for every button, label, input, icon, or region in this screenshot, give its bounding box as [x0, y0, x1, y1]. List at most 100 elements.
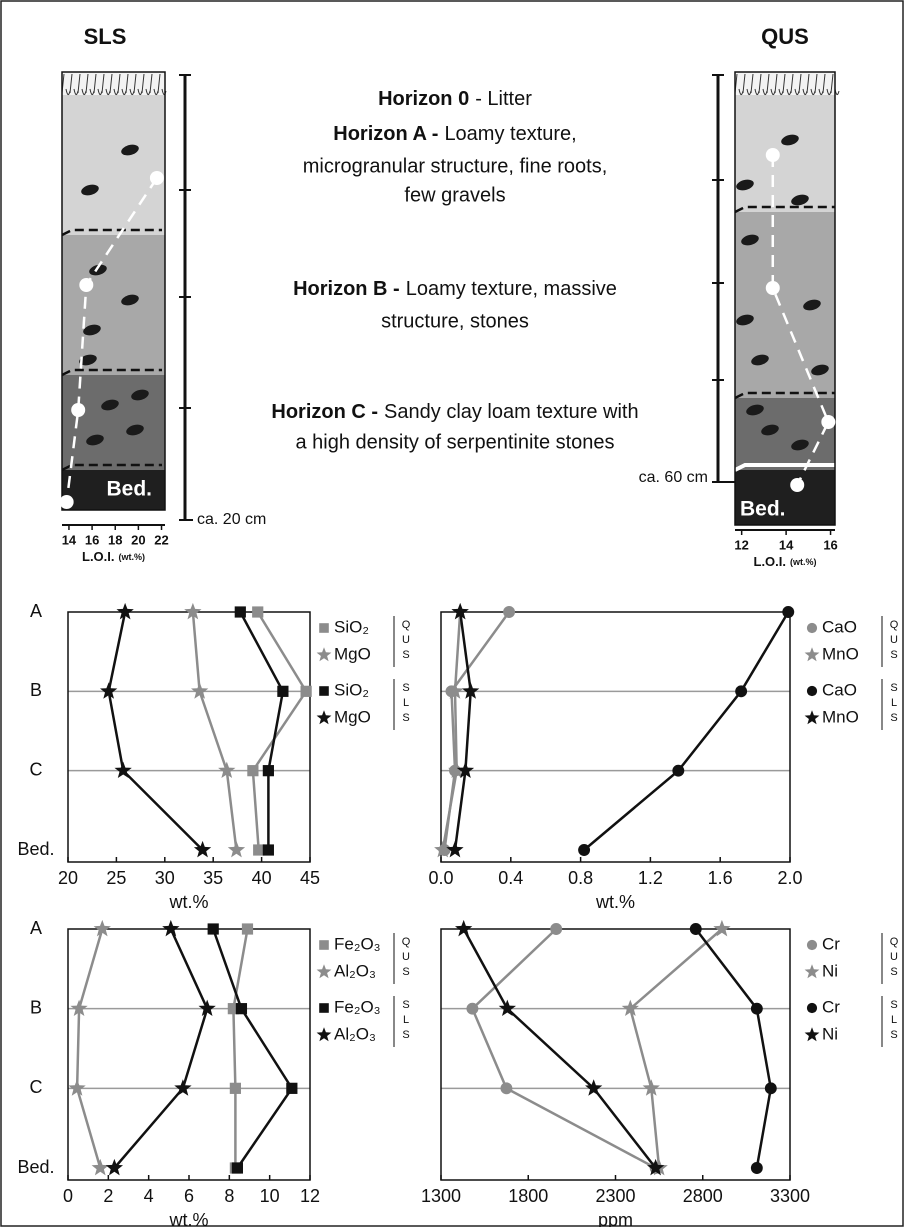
legend-group-letter: S: [402, 712, 409, 724]
horizon-description: Horizon 0- Litter: [378, 88, 532, 110]
y-category-label: A: [30, 601, 42, 621]
data-point: [503, 606, 515, 618]
loi-axis-unit: (wt.%): [790, 557, 817, 567]
loi-tick-label: 12: [734, 537, 748, 552]
horizon-text: structure, stones: [381, 310, 529, 332]
data-point: [208, 923, 219, 934]
legend-label: SiO₂: [334, 680, 369, 699]
data-point: [578, 844, 590, 856]
x-tick-label: 2.0: [777, 868, 802, 888]
loi-point: [71, 403, 85, 417]
data-point: [263, 765, 274, 776]
horizon-description: Horizon C - Sandy clay loam texture with: [271, 401, 638, 423]
legend-label: MnO: [822, 707, 859, 726]
horizon-text: Loamy texture,: [444, 123, 576, 145]
legend-group-letter: Q: [890, 619, 899, 631]
loi-tick-label: 22: [154, 532, 168, 547]
x-tick-label: 1800: [508, 1186, 548, 1206]
y-category-label: C: [30, 1077, 43, 1097]
loi-tick-label: 14: [62, 532, 77, 547]
horizon-text: Sandy clay loam texture with: [384, 401, 639, 423]
loi-axis-unit: (wt.%): [119, 552, 146, 562]
legend-group-letter: L: [891, 697, 897, 709]
horizon-layer: [62, 235, 165, 375]
data-point: [253, 844, 264, 855]
legend-label: MgO: [334, 707, 371, 726]
x-tick-label: 30: [155, 868, 175, 888]
legend-label: Fe₂O₃: [334, 997, 381, 1016]
x-tick-label: 25: [106, 868, 126, 888]
legend-marker: [807, 686, 817, 696]
data-point: [751, 1162, 763, 1174]
loi-tick-label: 20: [131, 532, 145, 547]
x-tick-label: 0: [63, 1186, 73, 1206]
legend-group-letter: S: [402, 966, 409, 978]
x-tick-label: 12: [300, 1186, 320, 1206]
loi-tick-label: 14: [779, 537, 794, 552]
data-point: [247, 765, 258, 776]
horizon-heading: Horizon B -: [293, 278, 400, 300]
data-point: [301, 686, 312, 697]
legend-label: SiO₂: [334, 617, 369, 636]
loi-axis-label: L.O.I.(wt.%): [754, 554, 817, 569]
data-point: [672, 765, 684, 777]
x-tick-label: 2300: [595, 1186, 635, 1206]
legend-label: Fe₂O₃: [334, 934, 381, 953]
x-tick-label: 45: [300, 868, 320, 888]
x-tick-label: 2800: [683, 1186, 723, 1206]
x-tick-label: 8: [224, 1186, 234, 1206]
data-point: [236, 1003, 247, 1014]
data-point: [782, 606, 794, 618]
legend-group-letter: L: [403, 697, 409, 709]
y-category-label: C: [30, 759, 43, 779]
x-tick-label: 3300: [770, 1186, 810, 1206]
legend-marker: [319, 623, 329, 633]
data-point: [690, 923, 702, 935]
legend-group-letter: S: [890, 999, 897, 1011]
x-tick-label: 6: [184, 1186, 194, 1206]
legend-marker: [319, 686, 329, 696]
legend-label: Ni: [822, 1024, 838, 1043]
horizon-description: Horizon B -Loamy texture, massive: [293, 278, 617, 300]
data-point: [230, 1083, 241, 1094]
legend-group-letter: L: [891, 1014, 897, 1026]
horizon-layer: [62, 95, 165, 235]
data-point: [277, 686, 288, 697]
horizon-heading: Horizon 0: [378, 88, 469, 110]
x-tick-label: 20: [58, 868, 78, 888]
bedrock-label: Bed.: [740, 498, 786, 521]
legend-marker: [807, 940, 817, 950]
x-axis-label: wt.%: [595, 892, 635, 912]
profile-title: QUS: [761, 24, 809, 49]
legend-group-letter: S: [402, 682, 409, 694]
x-axis-label: wt.%: [168, 1210, 208, 1227]
loi-point: [790, 478, 804, 492]
x-tick-label: 0.8: [568, 868, 593, 888]
loi-point: [60, 495, 74, 509]
horizon-heading: Horizon C -: [271, 401, 378, 423]
x-tick-label: 2: [103, 1186, 113, 1206]
legend-marker: [807, 1003, 817, 1013]
legend-group-letter: Q: [402, 936, 411, 948]
legend-group-letter: S: [402, 1029, 409, 1041]
y-category-label: Bed.: [17, 839, 54, 859]
x-tick-label: 4: [144, 1186, 154, 1206]
data-point: [735, 685, 747, 697]
legend-marker: [807, 623, 817, 633]
data-point: [232, 1162, 243, 1173]
legend-label: Cr: [822, 934, 840, 953]
legend-label: MnO: [822, 644, 859, 663]
figure: Horizon 0- Litter Horizon A - Loamy textur…: [0, 0, 904, 1227]
data-point: [235, 606, 246, 617]
horizon-description: Horizon A - Loamy texture,: [333, 123, 576, 145]
profile-title: SLS: [84, 24, 127, 49]
horizon-text: few gravels: [404, 184, 505, 206]
loi-tick-label: 18: [108, 532, 122, 547]
horizon-heading: Horizon A -: [333, 123, 438, 145]
x-tick-label: 40: [252, 868, 272, 888]
legend-group-letter: U: [890, 634, 898, 646]
legend-group-letter: S: [402, 999, 409, 1011]
loi-tick-label: 16: [823, 537, 837, 552]
legend-group-letter: S: [890, 712, 897, 724]
data-point: [765, 1082, 777, 1094]
